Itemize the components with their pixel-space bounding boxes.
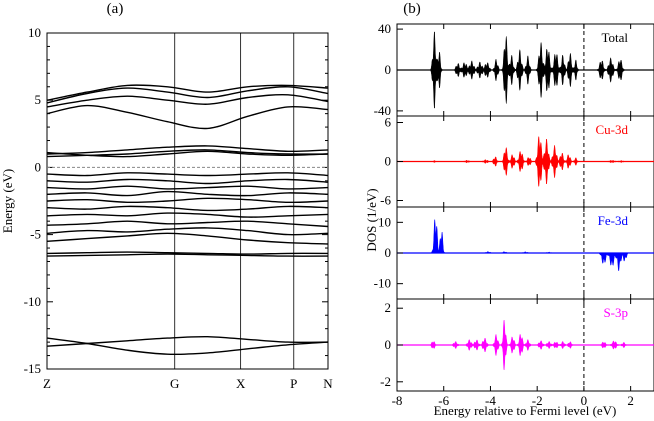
kpoint-tick-label: P (290, 376, 297, 391)
band-12 (46, 185, 329, 190)
dos-y-tick-label: 0 (385, 154, 392, 169)
dos-x-tick-label: -8 (392, 393, 403, 408)
kpoint-tick-label: X (236, 376, 246, 391)
y-tick-label: 10 (28, 25, 41, 40)
dos-y-tick-label: 2 (385, 300, 392, 315)
y-tick-label: -5 (30, 227, 41, 242)
dos-x-tick-label: 2 (627, 393, 634, 408)
dos-panel: 400-40Total60-6Cu-3d100-10Fe-3d20-2S-3p-… (374, 21, 654, 408)
kpoint-tick-label: G (170, 376, 179, 391)
dos-y-tick-label: 0 (385, 337, 392, 352)
dos-y-tick-label: -2 (380, 374, 391, 389)
y-tick-label: -15 (24, 361, 41, 376)
band-1 (46, 335, 329, 347)
y-tick-label: 5 (35, 92, 42, 107)
band-19 (46, 93, 329, 108)
band-8 (46, 212, 329, 218)
band-11 (46, 190, 329, 197)
band-6 (46, 227, 329, 236)
band-2 (46, 337, 329, 356)
dos-curve-fe-3d (397, 219, 654, 272)
y-tick-label: -10 (24, 294, 41, 309)
band-9 (46, 205, 329, 212)
dos-y-tick-label: -10 (374, 276, 391, 291)
dos-x-axis-label: Energy relative to Fermi level (eV) (434, 403, 617, 418)
dos-y-tick-label: 0 (385, 245, 392, 260)
dos-y-tick-label: 40 (378, 21, 391, 36)
band-20 (46, 86, 329, 104)
band-structure-panel: Z G X P N 10 5 0 -5 -10 -15 (24, 25, 334, 391)
panel-b-label: (b) (403, 1, 421, 17)
dos-y-tick-label: 10 (378, 214, 391, 229)
dos-x-tick-label: -2 (532, 393, 543, 408)
y-tick-label: 0 (35, 159, 42, 174)
kpoint-tick-label: N (323, 376, 333, 391)
dos-y-tick-label: -40 (374, 103, 391, 118)
band-13 (46, 178, 329, 185)
dos-x-tick-label: -6 (438, 393, 449, 408)
dos-x-tick-label: 0 (581, 393, 588, 408)
band-7 (46, 220, 329, 228)
dos-y-tick-label: 6 (385, 115, 392, 130)
band-structure-y-axis-label: Energy (eV) (0, 169, 15, 233)
panel-a-label: (a) (107, 1, 124, 17)
dos-legend-s-3p: S-3p (603, 305, 628, 320)
band-structure-frame (46, 32, 329, 370)
dos-y-tick-label: -6 (380, 193, 391, 208)
band-21 (46, 84, 329, 101)
band-4 (46, 251, 329, 255)
dos-legend-cu-3d: Cu-3d (596, 122, 629, 137)
band-14 (46, 172, 329, 177)
kpoint-tick-label: Z (43, 376, 51, 391)
band-5 (46, 232, 329, 245)
band-18 (46, 104, 329, 130)
dos-legend-fe-3d: Fe-3d (598, 213, 629, 228)
band-16 (46, 145, 329, 155)
dos-y-tick-label: 0 (385, 62, 392, 77)
band-10 (46, 197, 329, 204)
band-3 (46, 253, 329, 257)
dos-legend-total: Total (601, 30, 628, 45)
band-17 (46, 150, 329, 158)
dos-y-axis-label: DOS (1/eV) (364, 188, 379, 251)
dos-x-tick-label: -4 (485, 393, 496, 408)
